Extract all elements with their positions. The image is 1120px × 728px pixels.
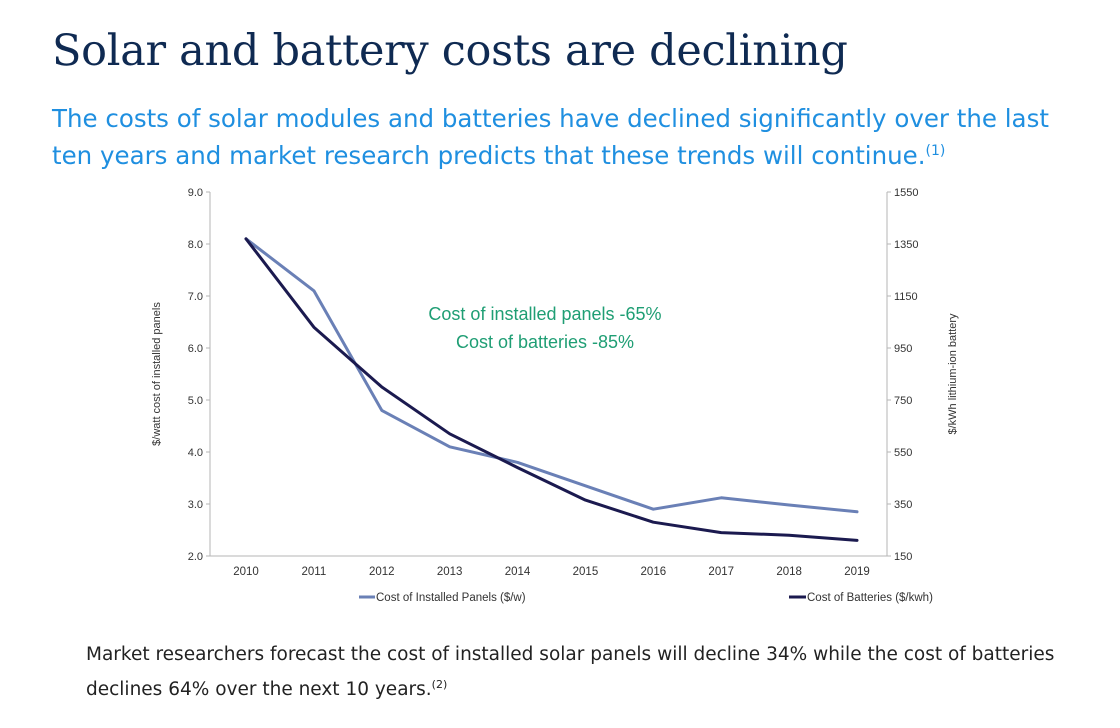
x-tick-label: 2014 <box>505 566 531 578</box>
left-tick-label: 9.0 <box>188 187 203 199</box>
x-tick-label: 2019 <box>844 566 870 578</box>
left-tick-label: 6.0 <box>188 343 203 355</box>
left-tick-label: 8.0 <box>188 239 203 251</box>
page-subtitle: The costs of solar modules and batteries… <box>52 103 1092 172</box>
annotation-panels: Cost of installed panels -65% <box>428 304 661 324</box>
series-line-installed-panels <box>244 237 859 514</box>
x-tick-label: 2010 <box>233 566 259 578</box>
x-tick-label: 2012 <box>369 566 395 578</box>
left-tick-label: 2.0 <box>188 551 203 563</box>
subtitle-text: The costs of solar modules and batteries… <box>52 104 1049 171</box>
x-tick-label: 2015 <box>573 566 599 578</box>
x-tick-label: 2017 <box>708 566 734 578</box>
footer-text: Market researchers forecast the cost of … <box>86 644 1055 701</box>
legend-batteries: Cost of Batteries ($/kwh) <box>789 592 933 604</box>
cost-decline-chart: 2.0 3.0 4.0 5.0 6.0 7.0 8.0 9.0 150 350 550 750 950… <box>151 187 959 604</box>
right-tick-label: 1350 <box>894 239 918 251</box>
left-tick-label: 3.0 <box>188 499 203 511</box>
subtitle-footnote-ref: (1) <box>925 143 946 159</box>
legend-batteries-label: Cost of Batteries ($/kwh) <box>807 592 933 604</box>
right-y-ticks: 150 350 550 750 950 1150 1350 1550 <box>887 187 918 563</box>
page-title: Solar and battery costs are declining <box>52 26 848 76</box>
left-y-ticks: 2.0 3.0 4.0 5.0 6.0 7.0 8.0 9.0 <box>188 187 210 563</box>
right-tick-label: 150 <box>894 551 912 563</box>
x-ticks: 2010 2011 2012 2013 2014 2015 2016 2017 2018 2019 <box>233 566 870 578</box>
right-tick-label: 1550 <box>894 187 918 199</box>
left-tick-label: 7.0 <box>188 291 203 303</box>
footer-note: Market researchers forecast the cost of … <box>86 640 1086 705</box>
left-tick-label: 5.0 <box>188 395 203 407</box>
left-axis-label: $/watt cost of installed panels <box>151 302 163 446</box>
right-axis-label: $/kWh lithium-ion battery <box>947 313 959 435</box>
x-tick-label: 2018 <box>776 566 802 578</box>
x-tick-label: 2011 <box>302 566 327 578</box>
series-line-batteries <box>244 237 859 542</box>
legend-panels-label: Cost of Installed Panels ($/w) <box>376 592 526 604</box>
x-tick-label: 2013 <box>437 566 463 578</box>
x-tick-label: 2016 <box>641 566 667 578</box>
series-lines <box>244 237 859 542</box>
footer-footnote-ref: (2) <box>431 678 448 691</box>
legend-panels: Cost of Installed Panels ($/w) <box>359 592 526 604</box>
right-tick-label: 350 <box>894 499 912 511</box>
right-tick-label: 750 <box>894 395 912 407</box>
annotation-batteries: Cost of batteries -85% <box>456 332 634 352</box>
right-tick-label: 550 <box>894 447 912 459</box>
left-tick-label: 4.0 <box>188 447 203 459</box>
right-tick-label: 950 <box>894 343 912 355</box>
right-tick-label: 1150 <box>894 291 918 303</box>
